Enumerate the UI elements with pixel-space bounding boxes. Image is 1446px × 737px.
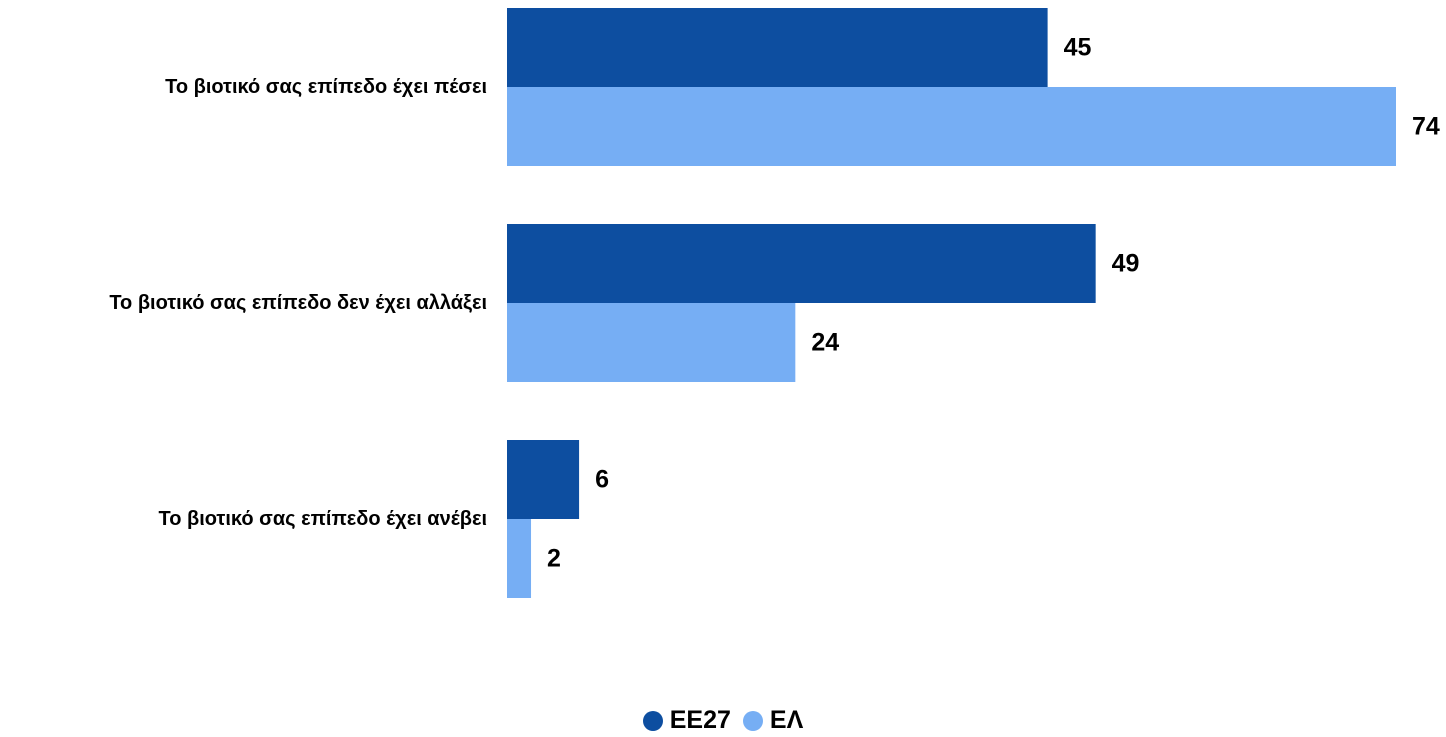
bar [507,8,1048,87]
value-label: 2 [547,545,561,573]
legend-dot-icon [742,710,763,731]
value-label: 74 [1412,113,1440,141]
value-label: 24 [811,329,839,357]
legend-item-ee27: ΕΕ27 [642,706,731,735]
bar [507,440,580,519]
category-label: Το βιοτικό σας επίπεδο έχει πέσει [165,76,487,98]
legend-dot-icon [642,710,663,731]
bar [507,303,796,382]
bar [507,519,532,598]
value-label: 6 [595,466,609,494]
category-label: Το βιοτικό σας επίπεδο δεν έχει αλλάξει [109,292,487,314]
legend: ΕΕ27 ΕΛ [0,706,1446,735]
legend-item-el: ΕΛ [742,706,804,735]
value-label: 45 [1064,34,1092,62]
bar-chart: Το βιοτικό σας επίπεδο έχει πέσει 45 74 Το … [109,8,1440,598]
value-label: 49 [1112,250,1140,278]
legend-label: ΕΕ27 [669,706,731,734]
bar [507,224,1096,303]
bar [507,87,1396,166]
category-label: Το βιοτικό σας επίπεδο έχει ανέβει [158,508,487,530]
legend-label: ΕΛ [769,706,804,734]
